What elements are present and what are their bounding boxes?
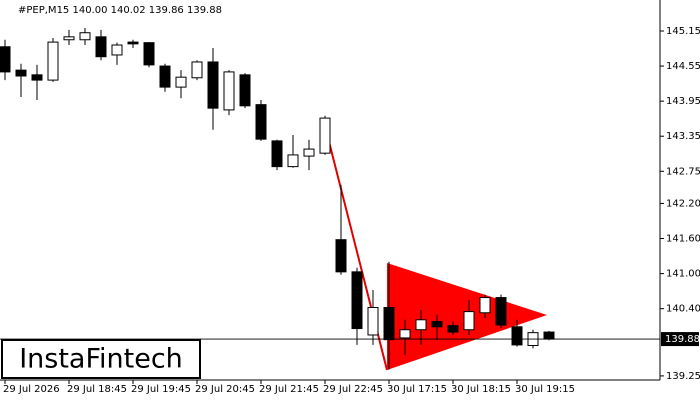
candle-body: [127, 41, 139, 45]
candle-body: [15, 69, 27, 77]
candle-body: [495, 297, 507, 326]
y-tick-label: 144.55: [666, 61, 700, 72]
candle-body: [63, 36, 75, 41]
y-tick-label: 139.25: [666, 371, 700, 382]
candle-body: [335, 239, 347, 273]
candle-body: [239, 74, 251, 107]
candle-body: [111, 44, 123, 56]
candle-body: [175, 76, 187, 88]
candle-body: [479, 297, 491, 314]
y-tick-label: 142.75: [666, 166, 700, 177]
candle-body: [367, 307, 379, 336]
candle-body: [31, 74, 43, 81]
candle-body: [431, 321, 443, 328]
last-price-box: [661, 332, 699, 347]
candle-body: [447, 325, 459, 333]
candle-body: [255, 104, 267, 140]
candle-body: [543, 331, 555, 340]
candle-body: [463, 311, 475, 331]
y-tick-label: 142.20: [666, 198, 700, 209]
x-tick-label: 29 Jul 20:45: [195, 384, 255, 395]
candle-body: [159, 65, 171, 88]
watermark-box: [1, 339, 201, 379]
candle-body: [415, 319, 427, 331]
x-tick-label: 29 Jul 2026: [3, 384, 60, 395]
candle-body: [223, 71, 235, 111]
y-tick-label: 145.15: [666, 26, 700, 37]
y-tick-label: 140.40: [666, 304, 700, 315]
x-tick-label: 29 Jul 19:45: [131, 384, 191, 395]
y-tick-label: 141.60: [666, 234, 700, 245]
x-tick-label: 30 Jul 19:15: [515, 384, 575, 395]
x-tick-label: 29 Jul 18:45: [67, 384, 127, 395]
watermark: InstaFintech: [19, 344, 183, 375]
candle-body: [271, 140, 283, 168]
candle-body: [319, 117, 331, 154]
y-tick-label: 143.95: [666, 96, 700, 107]
chart-title: #PEP,M15 140.00 140.02 139.86 139.88: [18, 5, 222, 16]
y-tick-label: 141.00: [666, 269, 700, 280]
x-tick-label: 30 Jul 18:15: [451, 384, 511, 395]
candle-body: [191, 61, 203, 79]
candle-body: [79, 32, 91, 41]
candle-body: [0, 46, 11, 73]
candle-body: [399, 329, 411, 339]
candle-body: [511, 326, 523, 346]
candle-body: [383, 307, 395, 341]
candle-body: [207, 61, 219, 109]
x-tick-label: 29 Jul 22:45: [323, 384, 383, 395]
last-price-label: 139.88: [665, 334, 700, 345]
x-tick-label: 29 Jul 21:45: [259, 384, 319, 395]
candle-body: [351, 271, 363, 330]
x-tick-label: 30 Jul 17:15: [387, 384, 447, 395]
candle-body: [47, 41, 59, 81]
candle-body: [287, 154, 299, 168]
candle-body: [95, 36, 107, 58]
y-tick-label: 143.35: [666, 131, 700, 142]
candle-body: [143, 42, 155, 66]
candle-body: [303, 148, 315, 157]
